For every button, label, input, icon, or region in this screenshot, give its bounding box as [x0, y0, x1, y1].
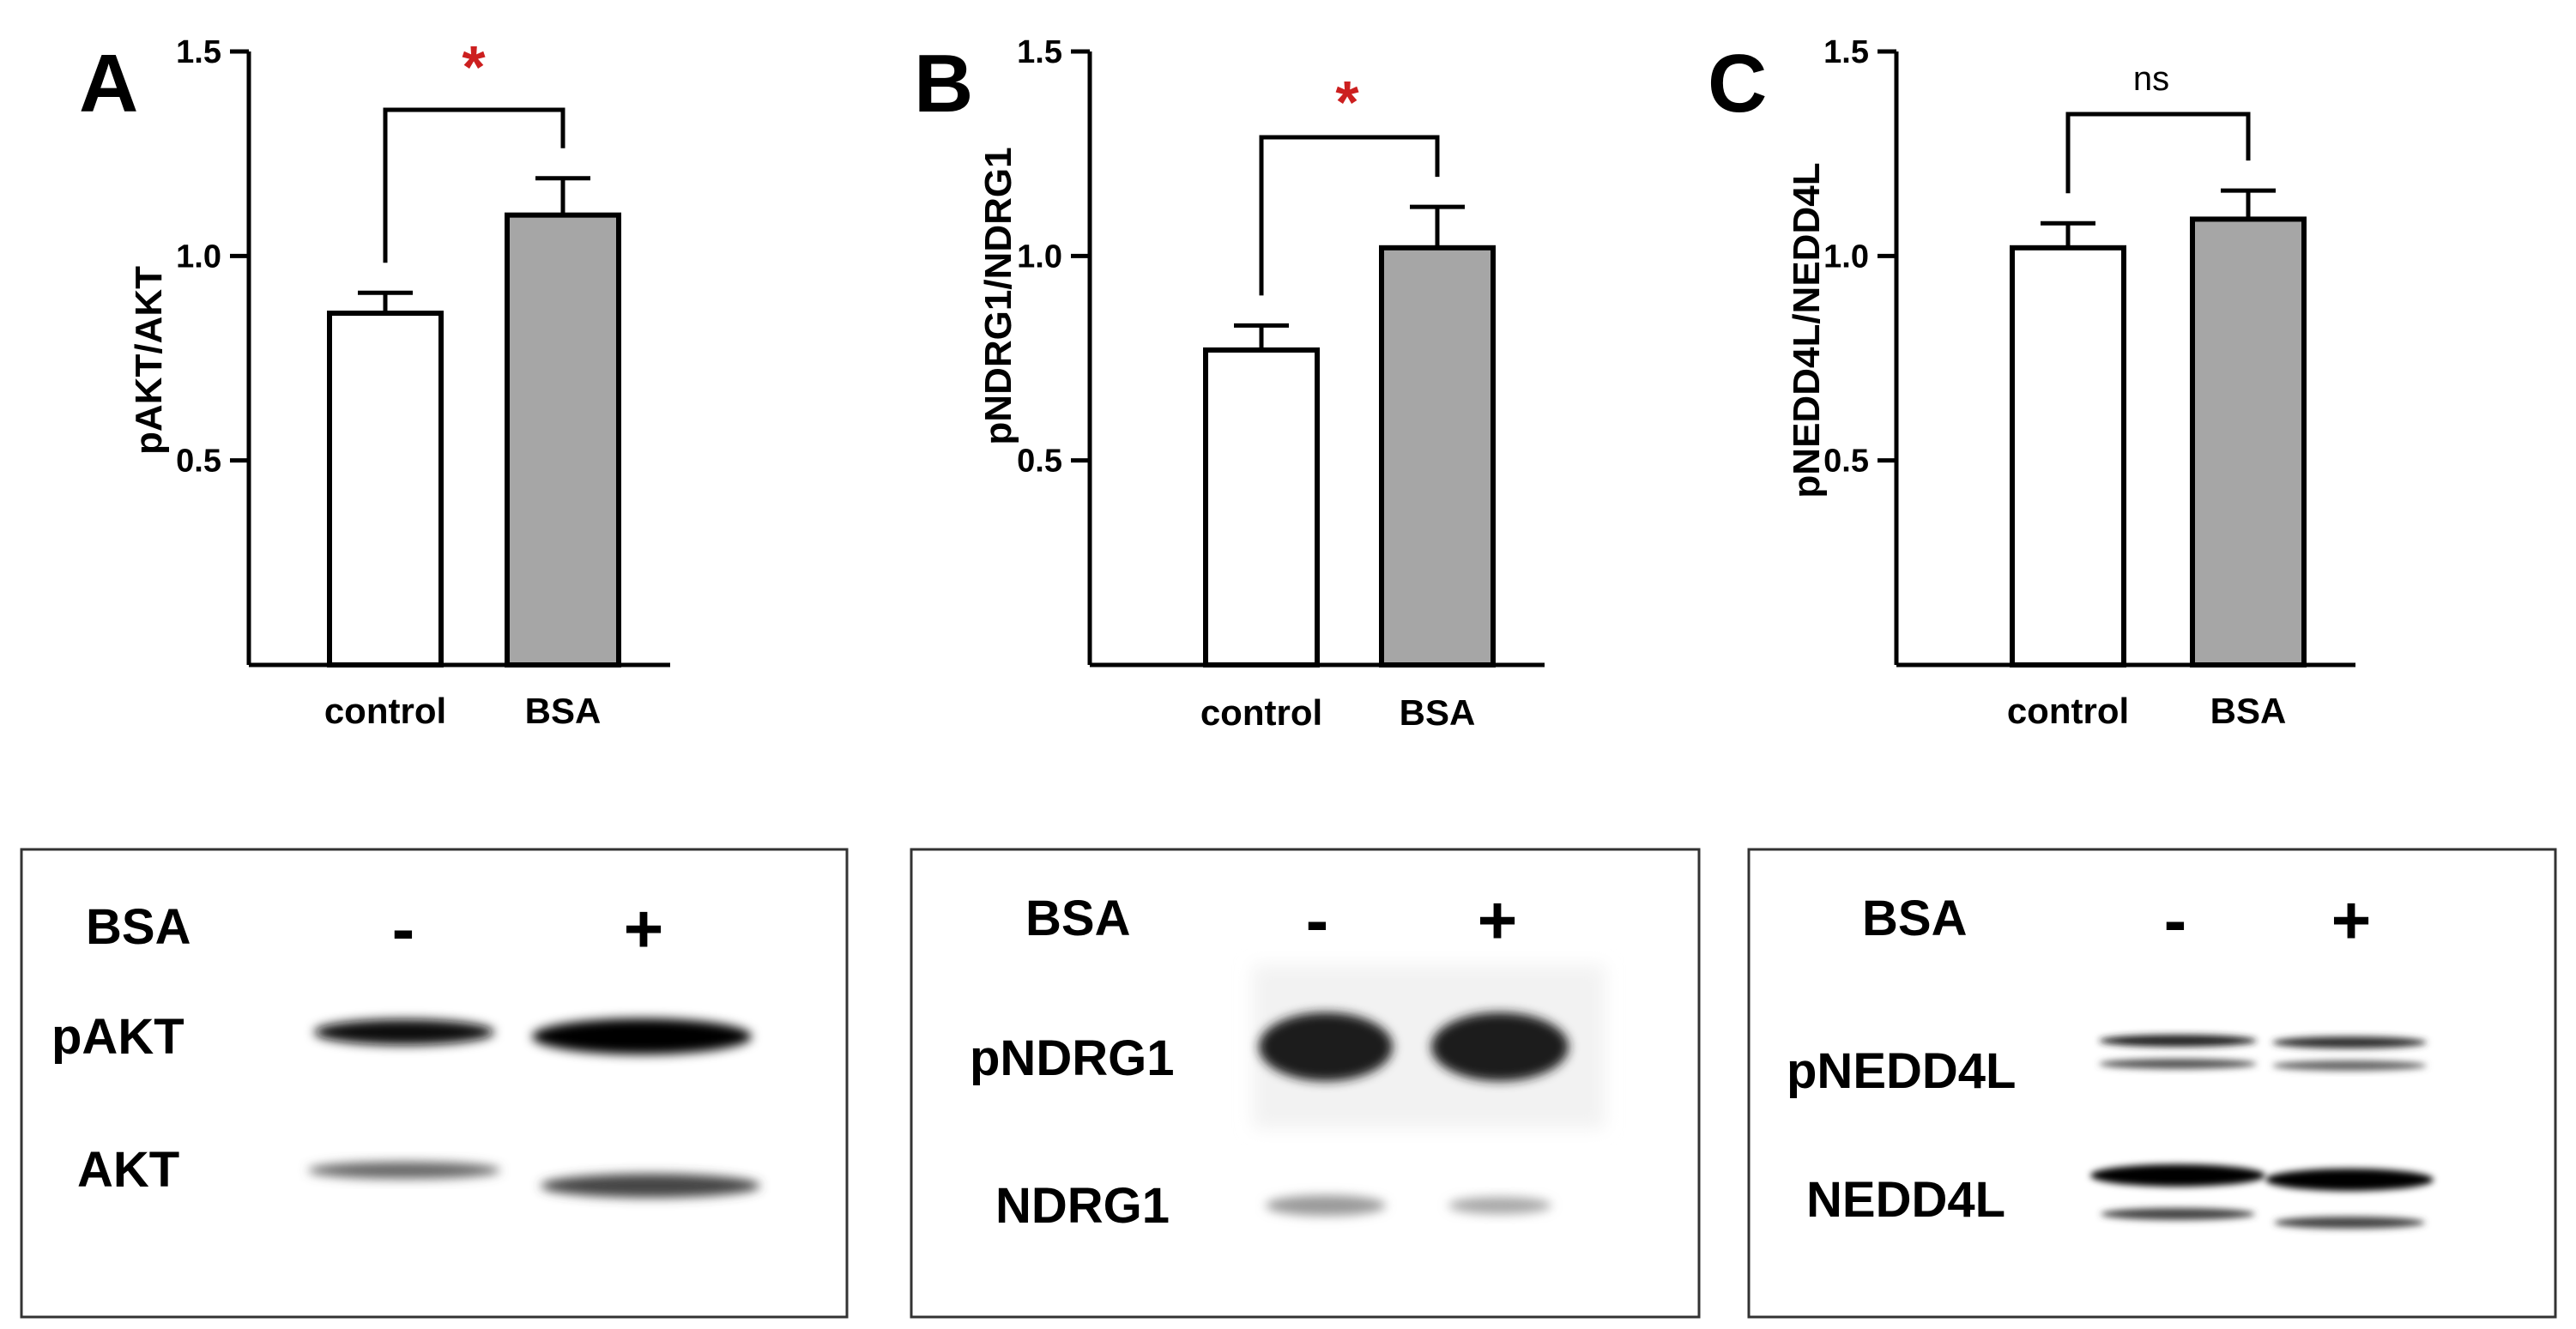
band-pndrg1-control: [1259, 1012, 1393, 1081]
blot-nedd4l-plus: +: [2331, 882, 2372, 958]
band-pndrg1-bsa: [1431, 1012, 1569, 1081]
chart-b-bar-0: [1203, 347, 1320, 668]
band-nedd4l-control-upper: [2090, 1164, 2265, 1187]
chart-c-bar-0: [2010, 245, 2126, 668]
panel-letter-c: C: [1708, 38, 1767, 130]
blot-panel-akt: BSA - + pAKT AKT: [20, 848, 849, 1319]
band-nedd4l-control-lower: [2101, 1208, 2255, 1220]
blot-ndrg1-plus: +: [1478, 882, 1518, 958]
band-pnedd4l-bsa-lower: [2272, 1060, 2427, 1071]
band-ndrg1-control: [1266, 1195, 1386, 1216]
band-pnedd4l-control-lower: [2099, 1059, 2257, 1069]
band-pnedd4l-control-upper: [2099, 1035, 2257, 1047]
chart-a-significance-bracket: [383, 107, 565, 263]
chart-b-significance: *: [1335, 69, 1359, 136]
chart-a-ylabel: pAKT/AKT: [128, 266, 170, 455]
chart-a-ytick-label-1: 1.0: [176, 239, 221, 275]
chart-c-ytick-label-1: 1.0: [1823, 239, 1869, 275]
blot-ndrg1-treatment-label: BSA: [1025, 891, 1130, 946]
chart-c-ytick-label-0: 0.5: [1823, 444, 1869, 480]
chart-a-ytick-label-0: 0.5: [176, 444, 221, 480]
band-ndrg1-bsa: [1448, 1197, 1551, 1214]
blot-nedd4l-minus: -: [2164, 882, 2187, 958]
blot-akt-plus: +: [624, 891, 664, 967]
blot-frame-akt: [20, 848, 849, 1319]
band-nedd4l-bsa-lower: [2274, 1217, 2425, 1229]
blot-nedd4l-row-phospho: pNEDD4L: [1787, 1043, 2016, 1099]
chart-b-significance-bracket: [1259, 135, 1440, 296]
blot-akt-minus: -: [392, 891, 415, 967]
chart-a-ytick-label-2: 1.5: [176, 34, 221, 70]
chart-a-significance: *: [462, 33, 486, 100]
blot-ndrg1-minus: -: [1306, 882, 1329, 958]
blot-nedd4l-treatment-label: BSA: [1862, 891, 1967, 946]
chart-b: B 0.5 1.0 1.5 pNDRG1/NDRG1 control BSA *: [914, 34, 1545, 733]
blot-ndrg1-row-total: NDRG1: [995, 1178, 1170, 1234]
chart-a-category-control: control: [324, 691, 446, 731]
chart-b-category-control: control: [1200, 692, 1322, 733]
chart-c-bar-1: [2190, 216, 2307, 668]
chart-c-significance: ns: [2133, 60, 2169, 98]
chart-b-bar-1: [1379, 245, 1496, 668]
chart-a-bar-0: [327, 311, 444, 668]
chart-c: C 0.5 1.0 1.5 pNEDD4L/NEDD4L control BSA n…: [1708, 34, 2355, 731]
chart-c-significance-bracket: [2065, 112, 2251, 194]
band-pakt-control: [314, 1019, 494, 1045]
chart-b-plot: 0.5 1.0 1.5: [1017, 34, 1545, 668]
blot-akt-row-total: AKT: [77, 1142, 179, 1198]
chart-c-plot: 0.5 1.0 1.5: [1823, 34, 2355, 668]
panel-letter-a: A: [79, 38, 138, 130]
chart-c-ylabel: pNEDD4L/NEDD4L: [1786, 162, 1828, 498]
chart-a-plot: 0.5 1.0 1.5: [176, 34, 670, 668]
blot-nedd4l-row-total: NEDD4L: [1806, 1172, 2005, 1228]
chart-a-category-bsa: BSA: [525, 691, 602, 731]
chart-b-ytick-label-0: 0.5: [1017, 444, 1062, 480]
chart-a: A 0.5 1.0 1.5 pAKT/AKT control BSA *: [79, 33, 670, 731]
chart-b-ytick-label-2: 1.5: [1017, 34, 1062, 70]
chart-a-bar-1: [505, 212, 621, 668]
chart-c-category-control: control: [2007, 691, 2129, 731]
band-akt-bsa: [541, 1174, 760, 1198]
blot-panel-ndrg1: BSA - + pNDRG1 NDRG1: [910, 848, 1701, 1319]
chart-b-ylabel: pNDRG1/NDRG1: [977, 147, 1019, 444]
blot-akt-treatment-label: BSA: [86, 899, 190, 955]
chart-b-ytick-label-1: 1.0: [1017, 239, 1062, 275]
band-pakt-bsa: [532, 1018, 752, 1054]
chart-b-category-bsa: BSA: [1400, 692, 1476, 733]
chart-c-category-bsa: BSA: [2210, 691, 2287, 731]
blot-ndrg1-row-phospho: pNDRG1: [970, 1030, 1174, 1086]
panel-letter-b: B: [914, 38, 973, 130]
band-nedd4l-bsa-upper: [2265, 1169, 2434, 1191]
band-akt-control: [308, 1162, 500, 1179]
blot-frame-nedd4l: [1747, 848, 2557, 1319]
band-pnedd4l-bsa-upper: [2272, 1036, 2427, 1048]
chart-c-ytick-label-2: 1.5: [1823, 34, 1869, 70]
blot-panel-nedd4l: BSA - + pNEDD4L NEDD4L: [1747, 848, 2557, 1319]
blot-akt-row-phospho: pAKT: [51, 1009, 184, 1065]
